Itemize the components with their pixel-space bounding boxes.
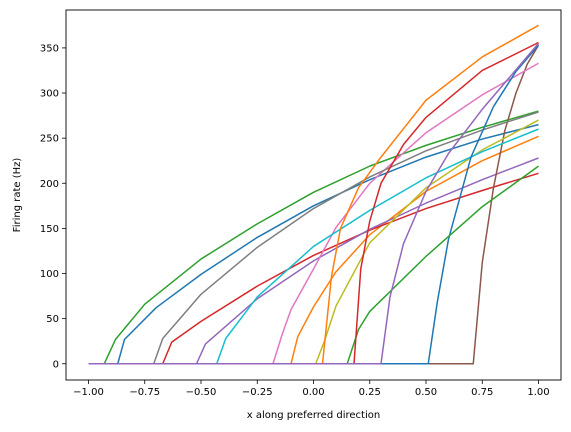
series-line-3 <box>88 110 539 365</box>
series-line-12 <box>88 24 539 365</box>
y-tick-label: 100 <box>40 269 59 280</box>
y-tick-label: 50 <box>46 314 59 325</box>
y-tick-label: 350 <box>40 43 59 54</box>
plot-lines <box>88 24 540 365</box>
series-line-11 <box>88 44 540 365</box>
y-tick-label: 300 <box>40 89 59 100</box>
y-tick-label: 150 <box>40 224 59 235</box>
y-axis-label: Firing rate (Hz) <box>12 158 23 233</box>
x-tick-label: 1.00 <box>527 387 549 398</box>
series-line-7 <box>88 62 539 365</box>
y-axis: 0 50 100 150 200 250 300 350 <box>40 43 66 370</box>
y-tick-label: 250 <box>40 134 59 145</box>
x-tick-label: 0.50 <box>415 387 437 398</box>
series-line-5 <box>88 157 539 365</box>
series-line-2 <box>88 135 539 365</box>
x-tick-label: −1.00 <box>73 387 104 398</box>
x-axis-label: x along preferred direction <box>247 410 380 421</box>
x-axis: −1.00 −0.75 −0.50 −0.25 0.00 0.25 0.50 0.75 1.00 <box>73 380 550 398</box>
series-line-8 <box>88 111 539 365</box>
series-line-15 <box>88 42 540 365</box>
x-tick-label: −0.25 <box>242 387 273 398</box>
x-tick-label: 0.00 <box>302 387 324 398</box>
x-tick-label: 0.75 <box>471 387 493 398</box>
x-tick-label: −0.75 <box>129 387 160 398</box>
x-tick-label: −0.50 <box>186 387 217 398</box>
y-tick-label: 200 <box>40 179 59 190</box>
series-line-13 <box>88 165 539 365</box>
series-line-1 <box>88 123 539 365</box>
series-line-6 <box>88 44 540 365</box>
series-line-14 <box>88 41 539 365</box>
y-tick-label: 0 <box>53 359 59 370</box>
x-tick-label: 0.25 <box>359 387 381 398</box>
series-line-10 <box>88 128 539 365</box>
